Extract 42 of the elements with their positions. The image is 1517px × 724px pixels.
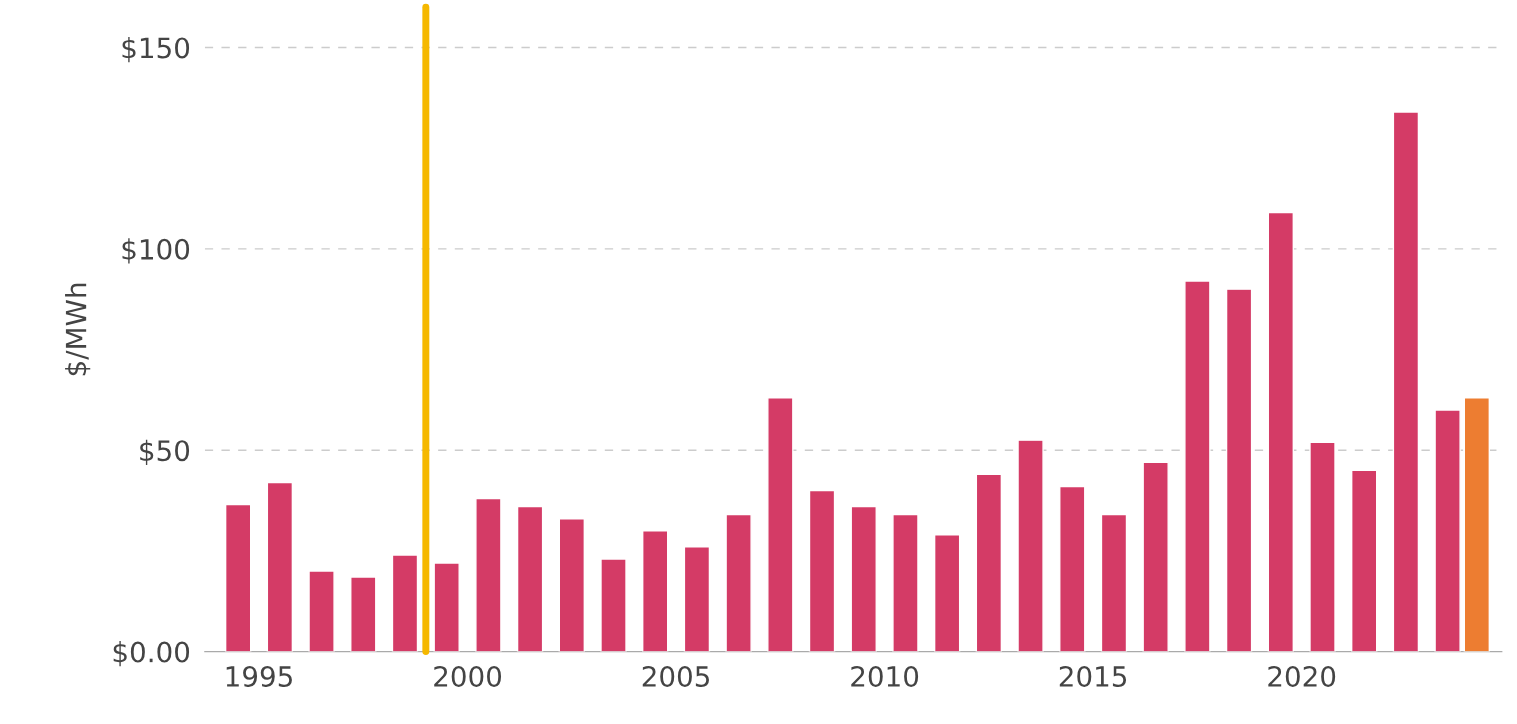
bar [808,489,836,652]
y-tick-label: $100 [122,238,190,264]
bar [1463,397,1491,652]
bar [475,497,502,652]
y-tick-label: $50 [140,439,190,465]
bar [975,473,1003,652]
bar [1017,439,1044,652]
y-tick-label: $0.00 [113,641,190,667]
bar [642,530,669,652]
x-tick-label: 2000 [434,665,502,687]
bar [1434,409,1461,652]
x-tick-label: 2005 [642,665,709,687]
bar [433,562,460,652]
bar [850,505,877,652]
y-tick-label: $150 [122,36,190,63]
bar [767,397,794,652]
bar [350,576,377,652]
bar [1142,461,1169,652]
bar [683,546,711,652]
y-axis-title: $/MWh [65,283,91,376]
bar [1309,441,1336,652]
bar [266,481,294,652]
bar [1267,211,1294,652]
bar [308,570,335,652]
bar [1392,111,1420,652]
bar [892,513,919,652]
bar [558,518,586,652]
bar [1100,513,1128,652]
bar [1225,288,1253,652]
bar [1059,485,1086,652]
bar [600,558,627,652]
bar [1350,469,1378,652]
x-tick-label: 2015 [1059,665,1127,687]
x-tick-label: 2010 [851,665,919,687]
bar [391,554,419,652]
x-tick-label: 1995 [226,665,292,687]
bar [1184,280,1211,652]
bar [224,503,252,652]
bar [725,513,752,652]
bar [933,534,961,652]
bar [516,505,544,652]
x-tick-label: 2020 [1268,665,1336,687]
